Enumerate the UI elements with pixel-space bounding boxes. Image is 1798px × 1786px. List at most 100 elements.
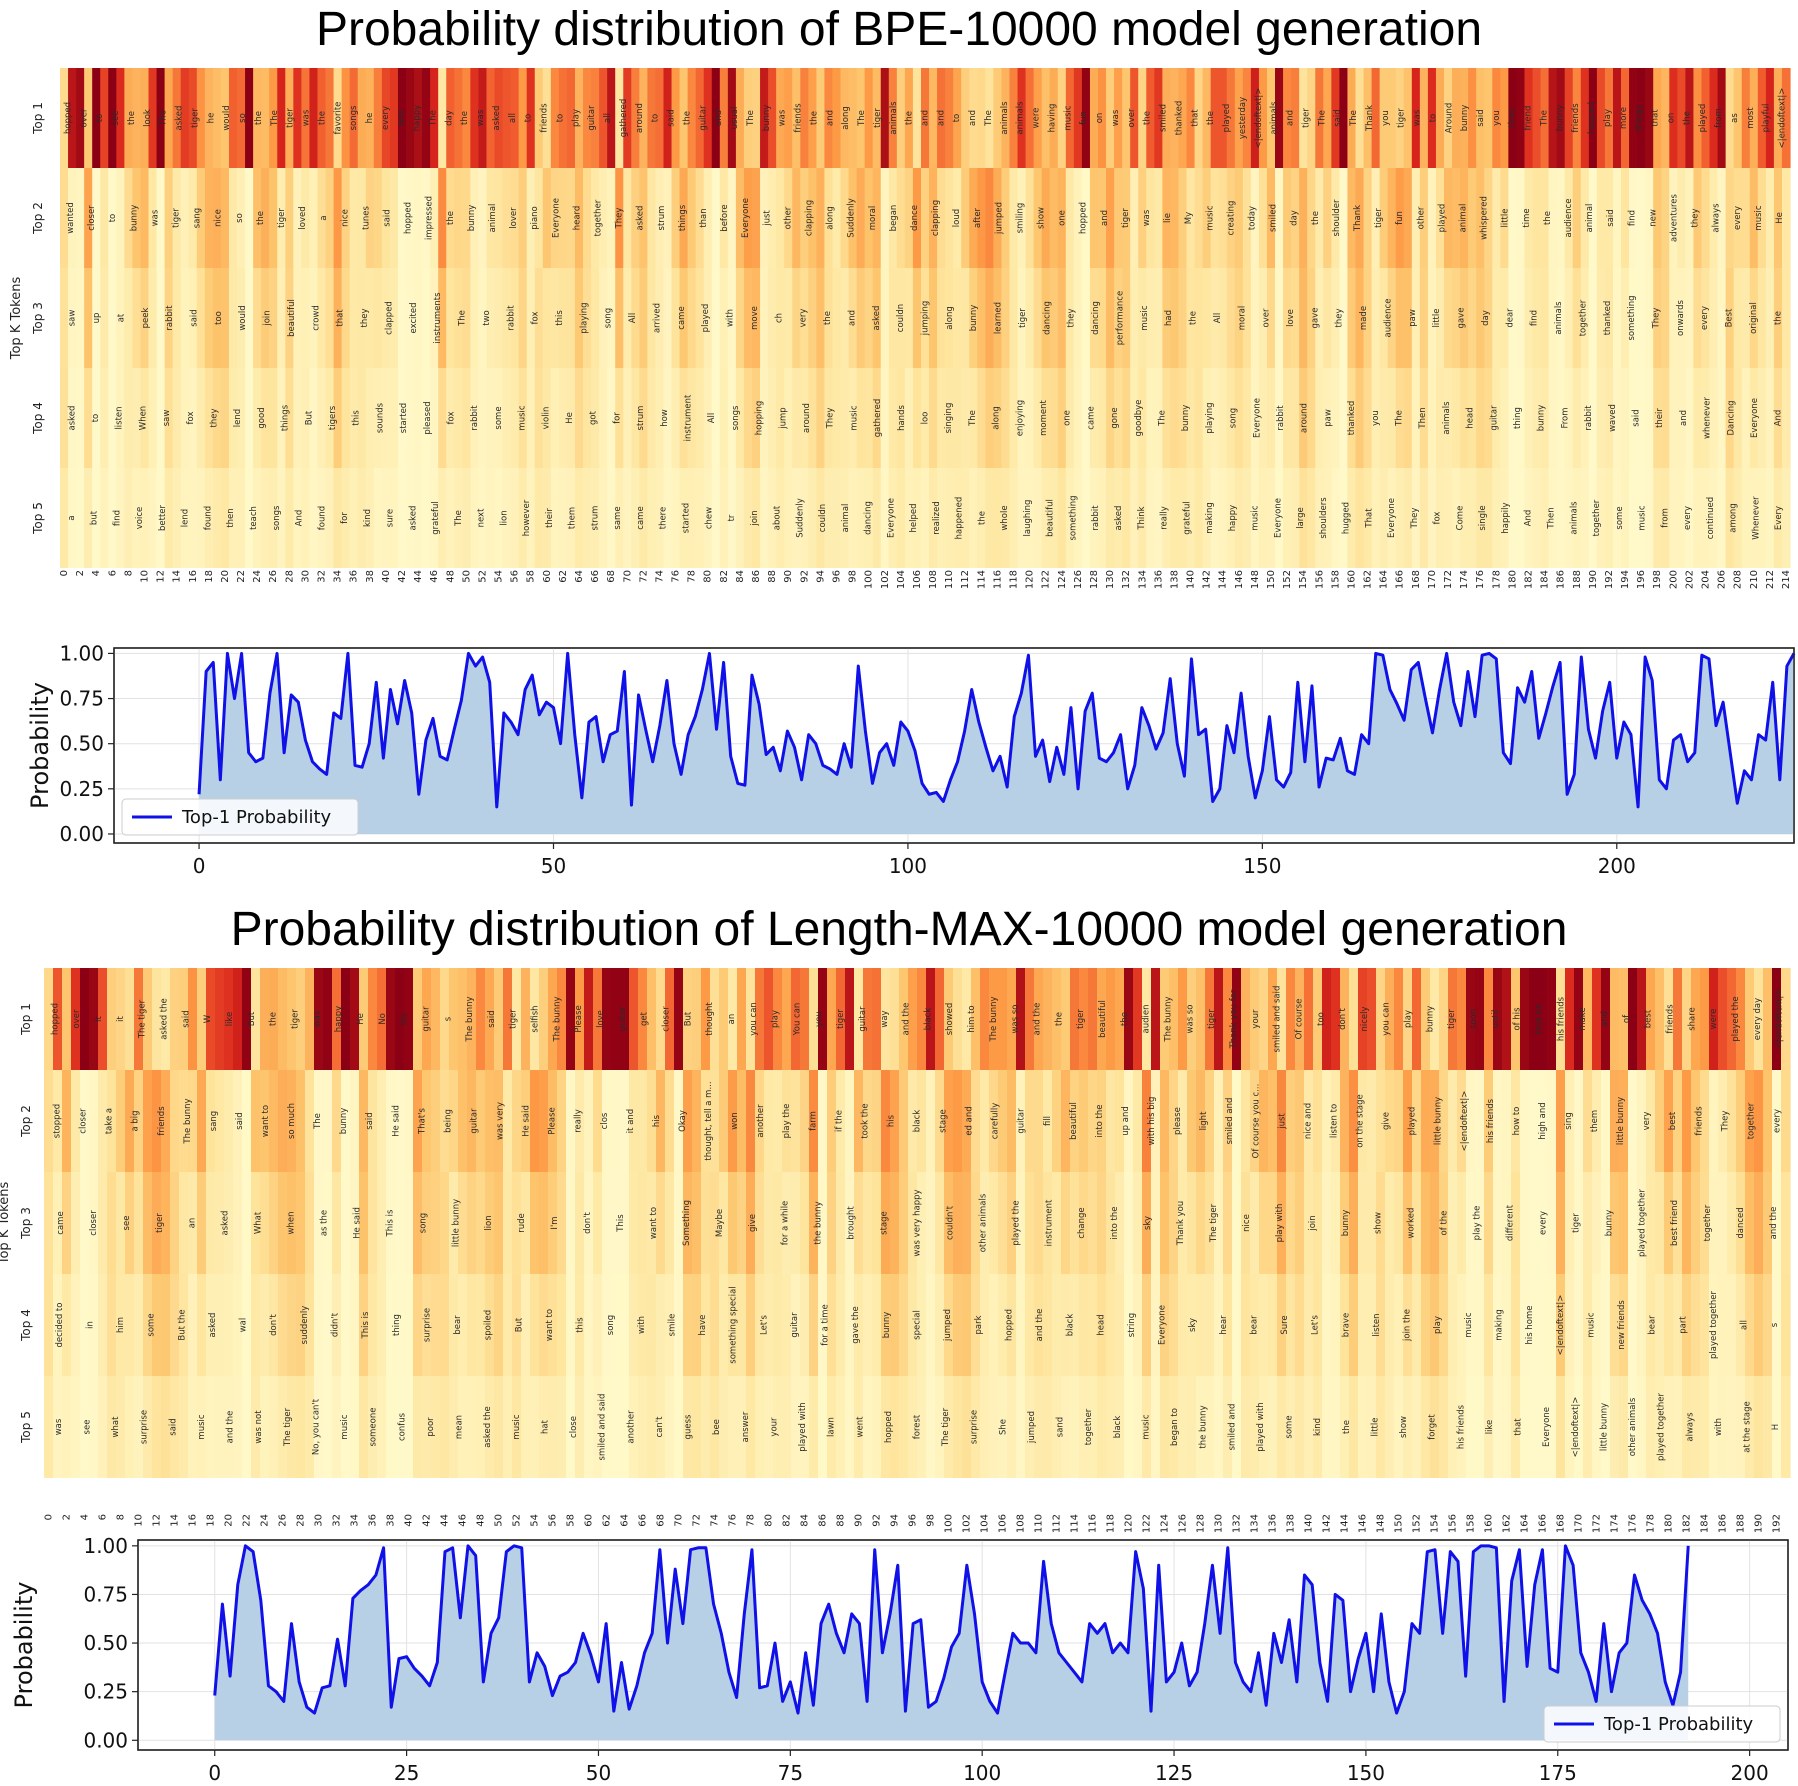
token-label: join [1308,1215,1318,1231]
token-label: but [90,510,100,525]
heat-cell [1283,68,1292,168]
heat-cell [1358,1274,1368,1376]
heat-cell [1146,368,1155,468]
heat-cell [1073,268,1083,368]
token-label: whenever [1703,397,1713,439]
heat-cell [206,1172,216,1274]
heat-cell [1411,368,1421,468]
heat-cell [1106,468,1115,568]
token-label: bear [453,1315,463,1335]
token-label: was not [254,1410,264,1444]
y-tick-label: 1.00 [59,641,104,665]
token-label: brought [847,1206,857,1240]
token-label: stopped [53,1104,63,1138]
heat-cell [242,968,252,1070]
heat-cell [285,68,294,168]
heat-cell [1363,468,1373,568]
x-tick-label: 150 [1347,1761,1385,1785]
heat-cell [832,368,842,468]
heat-cell [1682,968,1692,1070]
heat-cell [156,168,166,268]
heat-cell [253,268,262,368]
heat-cell [854,968,864,1070]
heat-cell [1717,368,1727,468]
heat-cell [863,1070,873,1172]
heat-cell [1347,168,1357,268]
heat-x-tick-label: 106 [912,570,923,589]
heat-cell [1218,468,1228,568]
heat-cell [1421,1070,1431,1172]
heat-cell [1574,1172,1584,1274]
heat-cell [863,1172,873,1274]
token-label: him [116,1317,126,1333]
token-label: said [1333,109,1343,126]
token-label: something [1627,295,1637,340]
heat-cell [62,1376,72,1478]
heat-cell [1307,368,1316,468]
heat-cell [1258,168,1268,268]
token-label: the [256,211,266,225]
heat-cell [1493,1376,1503,1478]
heat-cell [381,468,391,568]
token-label: rabbit [165,305,175,331]
heat-cell [655,268,665,368]
heat-cell [792,68,801,168]
token-label: Everyone [1542,1407,1552,1447]
heat-cell [1151,1070,1161,1172]
heat-cell [1154,368,1163,468]
heat-cell [1524,168,1534,268]
token-label: The tiger [138,999,148,1039]
heat-cell [1223,968,1233,1070]
heat-cell [1757,68,1767,168]
token-label: than [699,208,709,227]
token-label: worked [1407,1208,1417,1239]
token-label: closer [89,1210,99,1236]
token-label: other [1416,206,1426,229]
heat-cell [1628,1274,1638,1376]
token-label: songs [731,405,741,430]
token-label: fill [1043,1116,1053,1126]
token-label: music [340,1414,350,1439]
token-label: closer [662,1006,672,1032]
heat-cell [1532,368,1542,468]
heat-x-tick-label: 30 [300,570,311,583]
heat-cell [1646,1172,1656,1274]
heat-cell [1122,268,1131,368]
heat-cell [1444,268,1453,368]
heat-x-tick-label: 134 [1250,1514,1261,1532]
heat-cell [711,268,721,368]
heat-cell [1741,268,1751,368]
heat-cell [143,1070,153,1172]
token-label: want to [649,1207,659,1239]
token-label: songs [349,105,359,130]
heat-cell [467,1070,477,1172]
heat-x-tick-label: 50 [461,570,472,583]
heat-cell [768,468,777,568]
heat-cell [773,968,783,1070]
heat-cell [1588,468,1598,568]
heat-cell [1572,368,1582,468]
heat-cell [1592,1070,1602,1172]
heat-cell [1371,68,1381,168]
token-label: some [1285,1415,1295,1438]
heat-cell [1033,68,1043,168]
heat-cell [1052,1274,1062,1376]
heat-x-tick-label: 136 [1268,1514,1279,1532]
heat-cell [728,968,738,1070]
heat-cell [494,368,504,468]
heat-cell [845,968,855,1070]
heat-cell [1178,468,1188,568]
heat-cell [1315,468,1324,568]
heat-cell [1283,268,1292,368]
heat-cell [593,1070,603,1172]
heat-cell [242,1070,252,1172]
token-label: just [762,210,772,227]
heat-x-tick-label: 22 [242,1514,253,1527]
heat-cell [534,168,544,268]
heat-x-tick-label: 114 [976,570,987,589]
heat-cell [727,368,737,468]
token-label: beautiful [1046,499,1056,537]
heat-x-tick-label: 6 [107,570,118,576]
heat-cell [368,1274,378,1376]
heat-cell [671,168,681,268]
